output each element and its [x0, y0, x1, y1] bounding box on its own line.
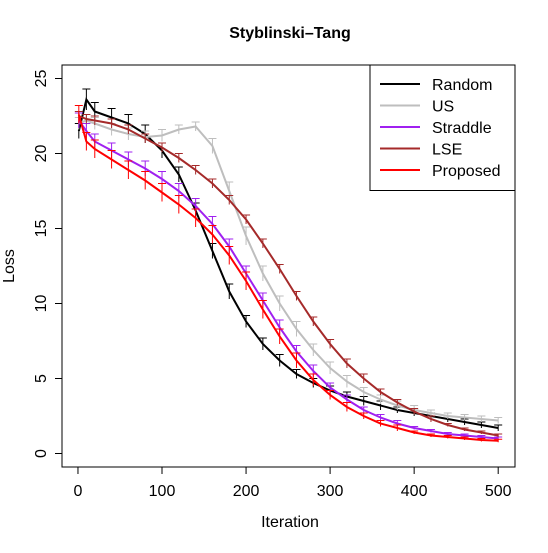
- y-tick-label: 10: [33, 295, 50, 313]
- x-tick-label: 300: [317, 483, 344, 500]
- series-line: [78, 119, 499, 422]
- x-axis-label: Iteration: [261, 514, 319, 531]
- series-line: [78, 115, 499, 437]
- x-tick-label: 0: [74, 483, 83, 500]
- series-line: [77, 97, 499, 429]
- legend-label: Straddle: [432, 120, 492, 137]
- x-tick-label: 500: [485, 483, 512, 500]
- series-line: [77, 119, 499, 440]
- y-tick-label: 0: [33, 449, 50, 458]
- x-tick-label: 100: [149, 483, 176, 500]
- legend-label: Proposed: [432, 163, 501, 180]
- plot-frame: [61, 64, 516, 468]
- series-line: [77, 114, 499, 442]
- y-tick-label: 15: [33, 220, 50, 238]
- legend-label: LSE: [432, 142, 462, 159]
- x-tick-label: 200: [233, 483, 260, 500]
- legend-label: Random: [432, 77, 492, 94]
- chart-title: Styblinski–Tang: [229, 25, 351, 42]
- y-tick-label: 20: [33, 145, 50, 163]
- y-axis-label: Loss: [1, 249, 18, 283]
- y-tick-label: 25: [33, 70, 50, 88]
- y-tick-label: 5: [33, 374, 50, 383]
- x-tick-label: 400: [401, 483, 428, 500]
- legend-label: US: [432, 99, 454, 116]
